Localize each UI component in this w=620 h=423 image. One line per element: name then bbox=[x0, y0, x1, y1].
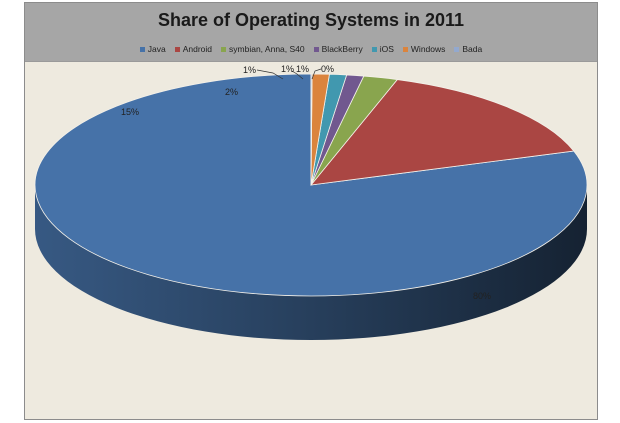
legend-swatch-java bbox=[139, 46, 145, 52]
leader-line-ios bbox=[291, 70, 304, 80]
pie-slice-bada bbox=[310, 73, 313, 186]
legend-label-android: Android bbox=[182, 44, 213, 54]
slice-labels: 80%15%2%1% 1% 1% 0% bbox=[121, 64, 491, 301]
legend-swatch-blackberry bbox=[313, 46, 319, 52]
legend-item-bada: Bada bbox=[454, 44, 482, 54]
leader-line-bada bbox=[311, 68, 322, 80]
chart-title: Share of Operating Systems in 2011 bbox=[157, 10, 465, 30]
pie-slice-android bbox=[310, 79, 575, 186]
legend-label-windows: Windows bbox=[410, 44, 446, 54]
legend-item-ios: iOS bbox=[371, 44, 394, 54]
pie-side-wall bbox=[35, 185, 587, 340]
legend-swatch-ios bbox=[371, 46, 377, 52]
legend-label-java: Java bbox=[147, 44, 166, 54]
legend-item-windows: Windows bbox=[402, 44, 446, 54]
slice-label-blackberry: 1% bbox=[243, 65, 256, 75]
legend-label-blackberry: BlackBerry bbox=[321, 44, 363, 54]
slice-label-java: 80% bbox=[473, 291, 491, 301]
legend-item-symbian: symbian, Anna, S40 bbox=[221, 44, 305, 54]
legend-label-symbian: symbian, Anna, S40 bbox=[229, 44, 305, 54]
chart-frame: Share of Operating Systems in 2011 Java A… bbox=[24, 2, 598, 420]
pie-side-java bbox=[35, 185, 587, 340]
leader-line-blackberry bbox=[256, 69, 284, 80]
legend-item-java: Java bbox=[139, 44, 166, 54]
slice-label-android: 15% bbox=[121, 107, 139, 117]
legend-swatch-windows bbox=[402, 46, 408, 52]
legend-label-ios: iOS bbox=[379, 44, 394, 54]
slice-label-windows: 1% bbox=[296, 64, 309, 74]
legend-swatch-bada bbox=[454, 46, 460, 52]
legend-swatch-android bbox=[174, 46, 180, 52]
legend-item-blackberry: BlackBerry bbox=[313, 44, 363, 54]
legend-swatch-symbian bbox=[221, 46, 227, 52]
chart-header: Share of Operating Systems in 2011 Java A… bbox=[25, 3, 597, 62]
pie-top bbox=[34, 73, 588, 297]
legend-item-android: Android bbox=[174, 44, 213, 54]
pie-chart: 80%15%2%1% 1% 1% 0% bbox=[34, 64, 588, 340]
legend-label-bada: Bada bbox=[462, 44, 483, 54]
slice-label-symbian: 2% bbox=[225, 87, 238, 97]
slice-label-bada: 0% bbox=[321, 64, 334, 74]
slice-label-ios: 1% bbox=[281, 64, 294, 74]
legend: Java Android symbian, Anna, S40 BlackBerry i… bbox=[25, 44, 597, 54]
